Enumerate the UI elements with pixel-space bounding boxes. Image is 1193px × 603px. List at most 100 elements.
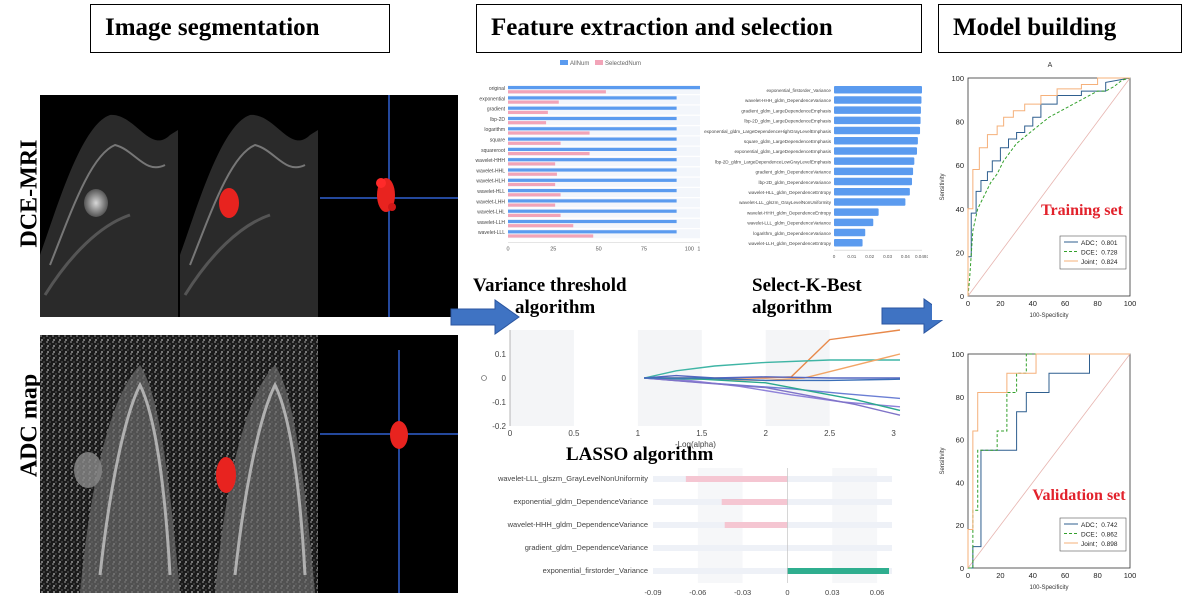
row-background xyxy=(508,115,702,125)
bar-selected xyxy=(508,203,556,207)
score-bar xyxy=(834,147,918,155)
x-tick-label: 0 xyxy=(785,588,789,596)
y-tick-label: 60 xyxy=(956,436,964,445)
legend-label-allnum: AllNum xyxy=(570,61,589,67)
y-tick-label: 0 xyxy=(960,292,964,301)
arrow-to-feature xyxy=(450,299,520,335)
row-background xyxy=(508,157,702,167)
row-background xyxy=(508,146,702,156)
score-bar xyxy=(834,137,918,145)
score-bar xyxy=(834,96,922,104)
feature-label: exponential_firstorder_Variance xyxy=(766,88,831,93)
y-tick-label: 0 xyxy=(502,374,507,383)
feature-label: exponential_gldm_LargeDependenceHighGray… xyxy=(704,129,832,134)
feature-label: gradient_gldm_LargeDependenceEmphasis xyxy=(741,108,831,113)
x-tick-label: 0.01 xyxy=(847,254,856,259)
bar-selected xyxy=(508,90,606,94)
x-tick-label: 100 xyxy=(1124,571,1137,580)
y-tick-label: 40 xyxy=(956,478,964,487)
category-label: squareroot xyxy=(481,148,506,154)
x-tick-label: 60 xyxy=(1061,299,1069,308)
coef-path xyxy=(644,377,901,416)
feature-label: exponential_gldm_DependenceVariance xyxy=(513,497,648,506)
bar-selected xyxy=(508,110,548,114)
category-label: wavelet-HLL xyxy=(477,189,505,195)
roc-curve xyxy=(967,353,1130,568)
dce-mri-image xyxy=(40,95,458,317)
bar-allnum xyxy=(508,199,677,203)
coef-path xyxy=(644,377,901,382)
bar-selected xyxy=(508,213,561,217)
x-tick-label: 0.04 xyxy=(901,254,910,259)
x-tick-label: 80 xyxy=(1093,571,1101,580)
roc-curve xyxy=(968,353,1130,569)
score-bar xyxy=(834,188,910,196)
bar-selected xyxy=(508,121,547,125)
kbest-label-line2: algorithm xyxy=(752,297,833,318)
legend-swatch-selected xyxy=(595,60,603,65)
row-background xyxy=(508,208,702,218)
category-label: wavelet-LLL xyxy=(478,230,505,236)
bar-allnum xyxy=(508,106,677,110)
row-background xyxy=(508,188,702,197)
arrow-to-model xyxy=(881,298,949,334)
kbest-label-line1: Select-K-Best xyxy=(752,275,862,296)
adc-3d-volume xyxy=(390,421,408,449)
bar-allnum xyxy=(508,189,677,193)
y-axis-label: Sensitivity xyxy=(940,173,946,200)
feature-label: wavelet-LLH_gldm_DependenceEntropy xyxy=(749,241,832,246)
y-tick-label: -0.1 xyxy=(492,398,506,407)
bar-selected xyxy=(508,172,557,176)
bar-allnum xyxy=(508,168,677,172)
y-tick-label: 20 xyxy=(956,248,964,257)
dce-mri-panel xyxy=(40,95,458,317)
x-tick-label: 100 xyxy=(685,247,694,253)
row-background xyxy=(508,218,702,228)
x-tick-label: 40 xyxy=(1029,299,1037,308)
y-axis-label: Sensitivity xyxy=(940,447,946,474)
x-tick-label: 2.5 xyxy=(824,429,836,438)
bar-selected xyxy=(508,224,574,228)
row-background xyxy=(508,198,702,208)
x-tick-label: -0.06 xyxy=(689,588,706,596)
y-tick-label: 80 xyxy=(956,393,964,402)
category-label: square xyxy=(490,138,506,144)
adc-map-panel xyxy=(40,335,458,593)
score-bar xyxy=(834,126,921,135)
score-bar xyxy=(834,228,866,237)
legend-label: Joint：0.898 xyxy=(1081,541,1118,548)
row-background xyxy=(653,568,892,574)
score-bar xyxy=(834,177,913,186)
feature-label: wavelet-LLL_glszm_GrayLevelNonUniformity xyxy=(739,200,832,205)
y-tick-label: 40 xyxy=(956,205,964,214)
adc-segmentation-mask xyxy=(216,457,236,493)
feature-label: lbp-2D_gldm_LargeDependenceEmphasis xyxy=(744,119,831,124)
x-tick-label: 3 xyxy=(891,429,896,438)
x-tick-label: 0.02 xyxy=(865,254,874,259)
x-tick-label: 80 xyxy=(1093,299,1101,308)
x-tick-label: 60 xyxy=(1061,571,1069,580)
score-bar xyxy=(834,239,863,247)
legend-label: DCE：0.728 xyxy=(1081,250,1118,257)
header-feature: Feature extraction and selection xyxy=(476,4,922,53)
category-label: wavelet-HHH xyxy=(476,158,506,164)
coef-path xyxy=(644,377,901,408)
coef-path xyxy=(644,377,901,412)
feature-label: square_gldm_LargeDependenceEmphasis xyxy=(744,139,832,144)
category-label: wavelet-LHH xyxy=(476,199,505,205)
row-background xyxy=(508,167,702,177)
roc-curve xyxy=(967,77,1130,296)
row-background xyxy=(508,229,702,239)
bar-allnum xyxy=(508,127,677,131)
training-roc-chart: A 0 20 40 60 80 100 0 20 40 60 80 100 100-Specificity… xyxy=(932,58,1142,320)
kbest-label: Select-K-Best algorithm xyxy=(752,275,862,319)
bar-selected xyxy=(508,100,559,104)
category-label: logarithm xyxy=(484,127,505,133)
legend-label: DCE：0.862 xyxy=(1081,532,1118,539)
bar-allnum xyxy=(508,96,677,100)
feature-label: logarithm_gldm_DependenceVariance xyxy=(753,231,831,236)
bar-selected xyxy=(508,131,590,135)
lasso-coef-chart: wavelet-LLL_glszm_GrayLevelNonUniformity… xyxy=(470,464,900,596)
x-tick-label: 0.03 xyxy=(825,588,840,596)
score-bar xyxy=(834,198,906,206)
